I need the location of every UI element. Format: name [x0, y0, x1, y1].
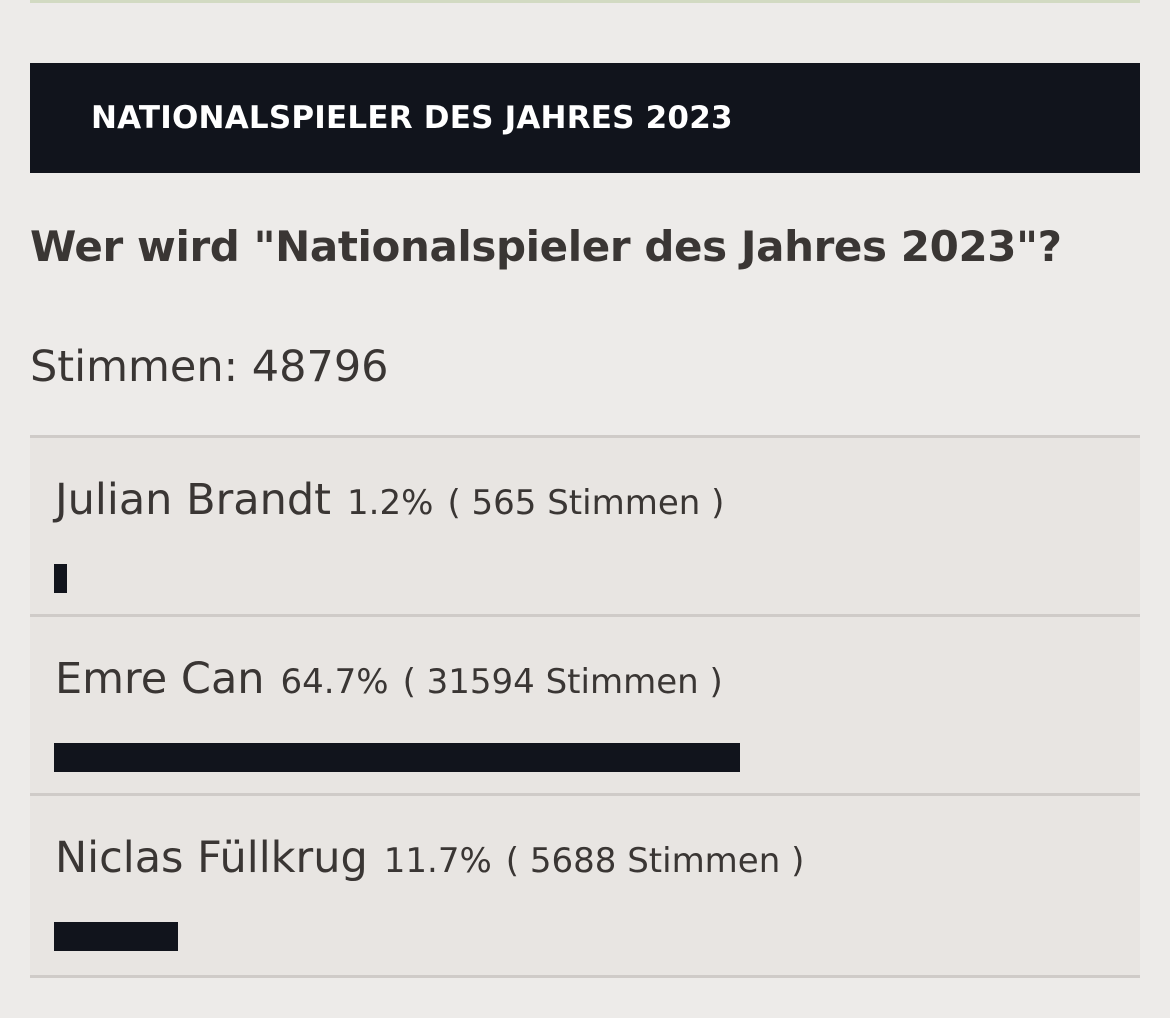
poll-option[interactable]: Julian Brandt 1.2% ( 565 Stimmen ) [30, 435, 1140, 614]
poll-options: Julian Brandt 1.2% ( 565 Stimmen ) Emre Ca… [30, 435, 1140, 978]
result-bar [54, 564, 67, 593]
poll-total-votes: Stimmen: 48796 [30, 342, 389, 392]
result-bar [54, 743, 740, 772]
option-text: Emre Can 64.7% ( 31594 Stimmen ) [55, 654, 723, 704]
option-text: Niclas Füllkrug 11.7% ( 5688 Stimmen ) [55, 833, 804, 883]
option-name: Julian Brandt [55, 475, 332, 525]
option-percent: 11.7% [383, 841, 492, 881]
option-text: Julian Brandt 1.2% ( 565 Stimmen ) [55, 475, 724, 525]
option-votes: ( 31594 Stimmen ) [402, 662, 723, 702]
option-votes: ( 565 Stimmen ) [447, 483, 725, 523]
option-percent: 1.2% [347, 483, 434, 523]
option-name: Emre Can [55, 654, 265, 704]
poll-header: NATIONALSPIELER DES JAHRES 2023 [30, 63, 1140, 173]
result-bar-track [54, 743, 1114, 772]
option-name: Niclas Füllkrug [55, 833, 368, 883]
poll-question: Wer wird "Nationalspieler des Jahres 202… [30, 222, 1062, 271]
option-percent: 64.7% [280, 662, 389, 702]
result-bar [54, 922, 179, 951]
option-votes: ( 5688 Stimmen ) [505, 841, 805, 881]
poll-header-title: NATIONALSPIELER DES JAHRES 2023 [91, 100, 733, 136]
result-bar-track [54, 922, 1114, 951]
poll-option[interactable]: Niclas Füllkrug 11.7% ( 5688 Stimmen ) [30, 793, 1140, 978]
poll-option[interactable]: Emre Can 64.7% ( 31594 Stimmen ) [30, 614, 1140, 793]
result-bar-track [54, 564, 1114, 593]
top-divider [30, 0, 1140, 3]
